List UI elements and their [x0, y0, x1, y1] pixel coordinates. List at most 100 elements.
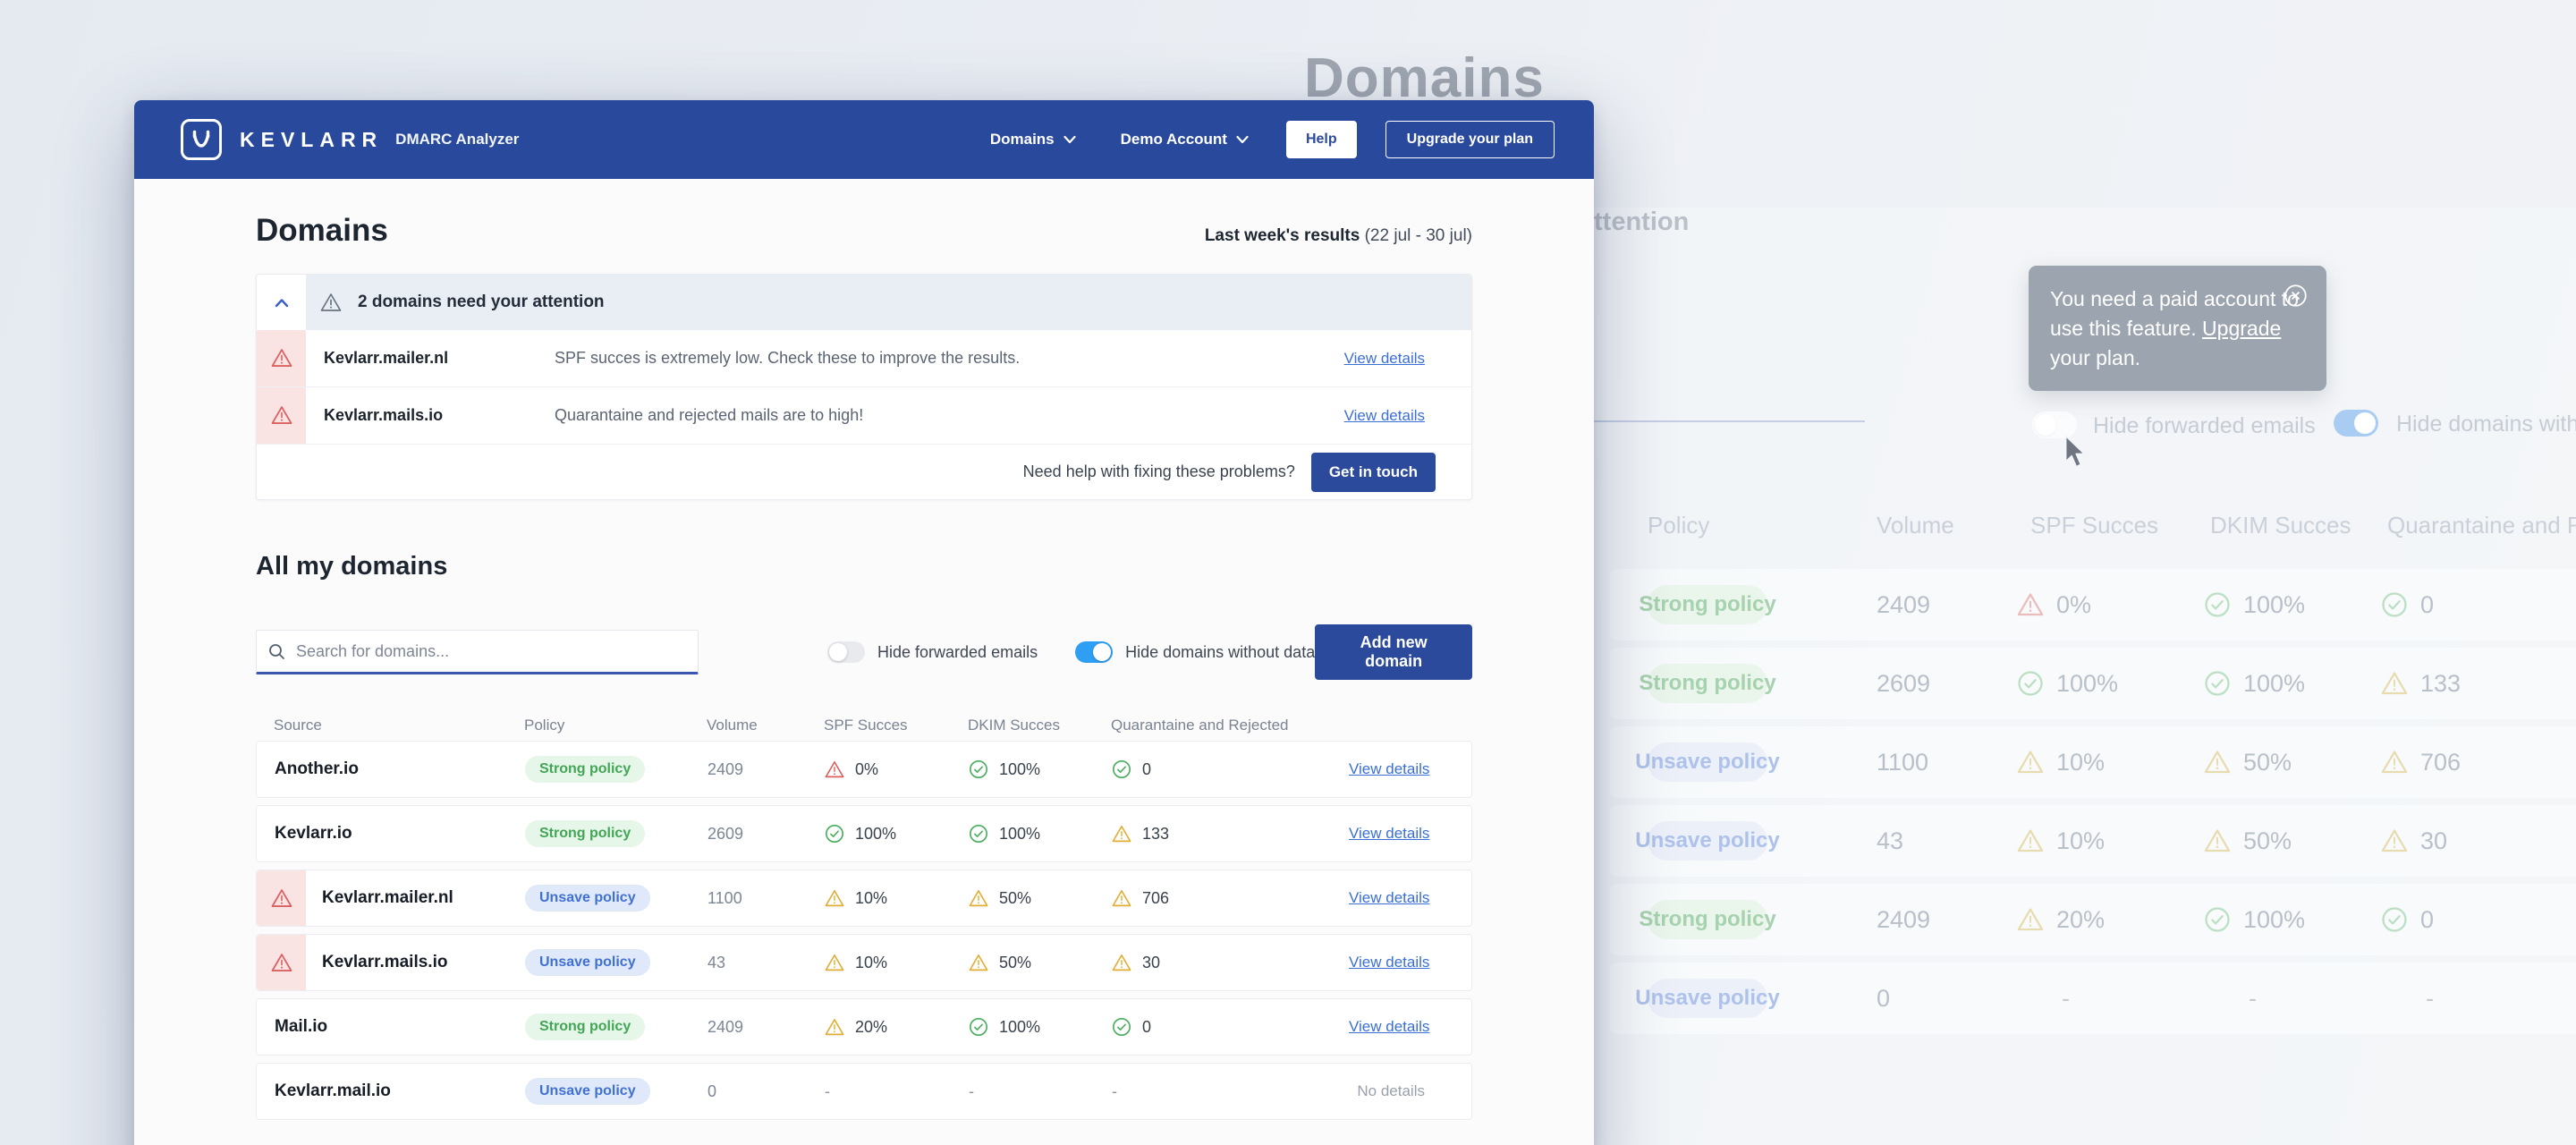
background-metric-cell: 0	[2381, 569, 2434, 640]
hide-forwarded-label: Hide forwarded emails	[877, 642, 1038, 661]
domain-source: Kevlarr.mailer.nl	[322, 888, 453, 907]
warning-triangle-icon	[2017, 593, 2044, 616]
tooltip-text-after: your plan.	[2050, 346, 2141, 369]
metric-cell: 10%	[825, 889, 969, 908]
alert-marker	[257, 387, 306, 444]
metric-cell: -	[969, 1081, 974, 1100]
collapse-control[interactable]	[257, 275, 306, 330]
background-policy-badge: Strong policy	[1639, 664, 1776, 703]
background-table-row: Unsave policy 0 - - -	[1610, 963, 2576, 1034]
metric-cell: 50%	[969, 954, 1112, 972]
table-row: Kevlarr.mails.io Unsave policy 43 10% 50% 30 V…	[256, 934, 1472, 991]
policy-cell: Strong policy	[525, 756, 708, 783]
policy-cell: Unsave policy	[525, 1078, 708, 1105]
warning-icon	[320, 293, 342, 311]
warning-triangle-icon	[969, 889, 988, 907]
kevlarr-logo-icon[interactable]	[181, 119, 222, 160]
metric-value: 100%	[999, 824, 1041, 843]
hide-without-data-label: Hide domains without data	[1125, 642, 1316, 661]
background-metric-cell: -	[2062, 984, 2070, 1012]
domain-source: Kevlarr.io	[275, 824, 352, 843]
check-circle-icon	[2205, 671, 2230, 696]
help-question-text: Need help with fixing these problems?	[1022, 462, 1295, 480]
warning-triangle-icon	[2204, 829, 2231, 852]
alert-view-details-link[interactable]: View details	[1343, 406, 1425, 424]
policy-cell: Strong policy	[525, 1014, 708, 1040]
warning-triangle-icon	[2017, 751, 2044, 774]
background-volume-cell: 0	[1877, 984, 1891, 1012]
view-details-link[interactable]: View details	[1349, 760, 1430, 777]
background-table-header: Policy Volume SPF Succes DKIM Succes Quarant…	[1610, 512, 2576, 542]
toggle-knob	[829, 643, 847, 661]
get-in-touch-button[interactable]: Get in touch	[1310, 452, 1436, 492]
background-metric-cell: 133	[2381, 648, 2461, 719]
background-volume-cell: 2609	[1877, 669, 1931, 697]
nav-demo-account-label: Demo Account	[1120, 131, 1227, 148]
warning-triangle-icon	[1112, 825, 1131, 843]
help-button[interactable]: Help	[1285, 121, 1357, 158]
page-title: Domains	[256, 213, 388, 248]
hide-without-data-toggle[interactable]	[1075, 641, 1114, 663]
view-details-link[interactable]: View details	[1349, 954, 1430, 971]
close-icon[interactable]	[2284, 284, 2308, 308]
metric-cell: 133	[1112, 825, 1349, 844]
search-input[interactable]	[256, 630, 699, 674]
warning-triangle-icon	[271, 889, 292, 907]
attention-panel-header: 2 domains need your attention	[257, 275, 1471, 330]
policy-cell: Strong policy	[525, 820, 708, 847]
product-name: DMARC Analyzer	[395, 131, 520, 148]
chevron-down-icon	[1236, 135, 1249, 144]
background-toggle-hide-forwarded[interactable]	[2032, 411, 2077, 438]
page-content: Domains Last week's results (22 jul - 30…	[134, 213, 1594, 1120]
warning-triangle-icon	[271, 406, 292, 425]
metric-cell: 0	[1112, 759, 1349, 779]
background-metric-cell: 100%	[2204, 569, 2305, 640]
table-row: Kevlarr.mail.io Unsave policy 0 - - - No detai…	[256, 1063, 1472, 1120]
background-metric-cell: -	[2426, 984, 2434, 1012]
column-header: Quarantaine and Rejected	[1111, 717, 1289, 734]
warning-triangle-icon	[825, 889, 844, 907]
upgrade-plan-button[interactable]: Upgrade your plan	[1385, 121, 1555, 158]
view-details-link[interactable]: View details	[1349, 825, 1430, 842]
mouse-cursor-icon	[2064, 435, 2086, 468]
warning-triangle-icon	[825, 760, 844, 778]
alert-view-details-link[interactable]: View details	[1343, 349, 1425, 367]
metric-value: 50%	[999, 953, 1032, 971]
background-attention-text-fragment: ttention	[1594, 208, 1690, 236]
warning-triangle-icon	[2381, 672, 2408, 695]
table-controls: Hide forwarded emails Hide domains witho…	[256, 624, 1472, 680]
metric-value: 100%	[999, 759, 1041, 778]
background-table-row: Strong policy 2409 0% 100% 0	[1610, 569, 2576, 640]
background-table-row: Unsave policy 43 10% 50% 30	[1610, 805, 2576, 877]
background-column-header: Quarantaine and Rejected	[2387, 512, 2576, 539]
chevron-up-icon	[275, 298, 288, 307]
table-row: Kevlarr.mailer.nl Unsave policy 1100 10% 50%…	[256, 869, 1472, 927]
tooltip-upgrade-link[interactable]: Upgrade	[2202, 317, 2282, 340]
background-metric-cell: 50%	[2204, 805, 2292, 877]
warning-triangle-icon	[2017, 829, 2044, 852]
view-details-link[interactable]: View details	[1349, 889, 1430, 906]
domain-source: Mail.io	[275, 1017, 328, 1036]
background-volume-cell: 43	[1877, 827, 1904, 854]
warning-triangle-icon	[2381, 751, 2408, 774]
nav-demo-account[interactable]: Demo Account	[1121, 131, 1249, 148]
hide-forwarded-toggle[interactable]	[827, 641, 865, 663]
table-row: Kevlarr.io Strong policy 2609 100% 100% 133 Vi…	[256, 805, 1472, 862]
view-details-link[interactable]: View details	[1349, 1018, 1430, 1035]
metric-cell: 20%	[825, 1018, 969, 1037]
nav-domains[interactable]: Domains	[990, 131, 1076, 148]
background-metric-cell: 50%	[2204, 726, 2292, 798]
volume-cell: 2409	[708, 759, 744, 778]
volume-cell: 0	[708, 1081, 717, 1100]
metric-value: 10%	[855, 888, 888, 907]
warning-triangle-icon	[2204, 751, 2231, 774]
metric-value: 0	[1142, 759, 1152, 778]
background-volume-cell: 1100	[1877, 748, 1929, 776]
policy-badge: Unsave policy	[525, 1078, 650, 1105]
metric-value: 30	[1142, 953, 1161, 971]
alert-domain-name: Kevlarr.mails.io	[324, 406, 444, 424]
check-circle-icon	[826, 825, 843, 843]
background-toggle-hide-without-data[interactable]	[2334, 410, 2378, 437]
add-new-domain-button[interactable]: Add new domain	[1315, 624, 1472, 680]
